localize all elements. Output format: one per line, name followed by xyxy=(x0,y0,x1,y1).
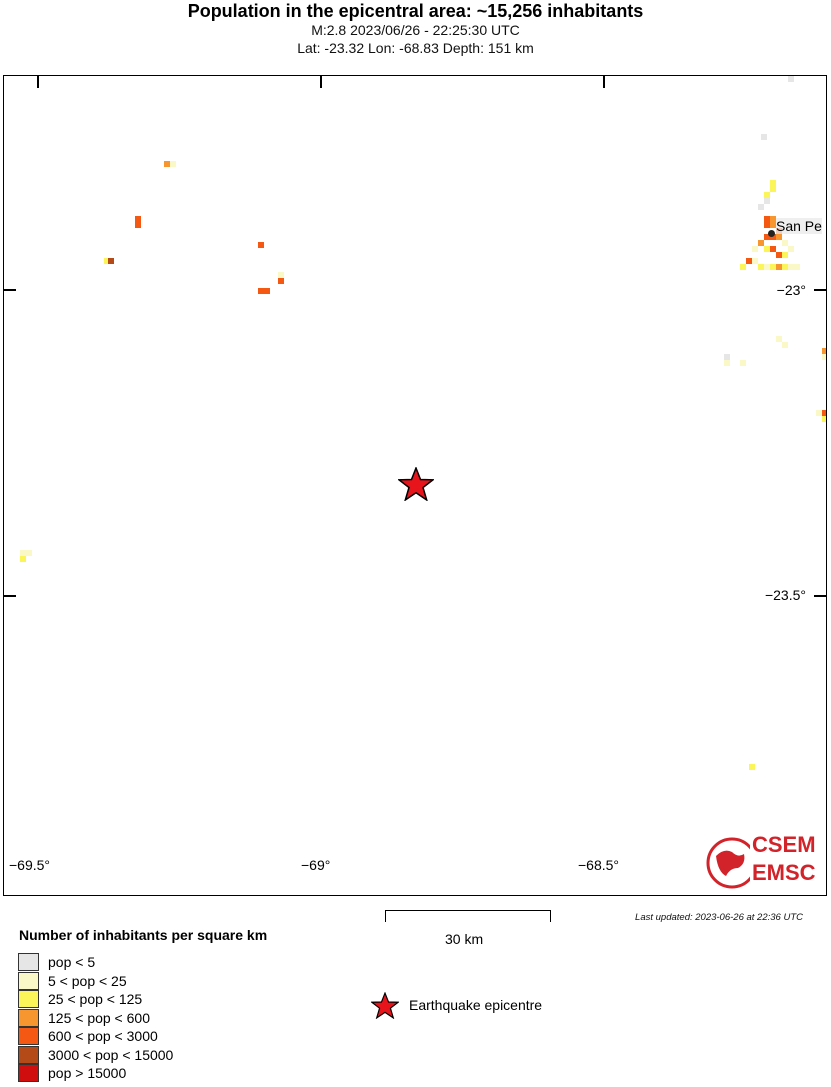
legend-label: pop < 5 xyxy=(48,954,96,970)
population-cell xyxy=(770,264,776,270)
population-cell xyxy=(776,252,782,258)
population-cell xyxy=(740,264,746,270)
population-cell xyxy=(752,258,758,264)
population-cell xyxy=(104,258,110,264)
population-cell xyxy=(26,550,32,556)
legend-label: 25 < pop < 125 xyxy=(48,991,143,1007)
lat-label: −23° xyxy=(776,282,806,298)
lon-label: −69° xyxy=(301,857,331,873)
population-cell xyxy=(770,186,776,192)
population-cell xyxy=(782,240,788,246)
legend-label: pop > 15000 xyxy=(48,1065,127,1081)
population-cell xyxy=(816,410,822,416)
population-cell xyxy=(758,264,764,270)
population-cell xyxy=(770,246,776,252)
population-cell xyxy=(764,234,770,240)
population-cell xyxy=(776,336,782,342)
population-cell xyxy=(770,222,776,228)
population-cell xyxy=(164,161,170,167)
population-cell xyxy=(758,204,764,210)
population-cell xyxy=(278,272,284,278)
population-cell xyxy=(788,264,794,270)
legend-epicentre-label: Earthquake epicentre xyxy=(409,997,543,1013)
population-cell xyxy=(724,354,730,360)
legend-swatch xyxy=(18,1008,39,1027)
legend-title: Number of inhabitants per square km xyxy=(19,927,268,943)
population-cell xyxy=(770,216,776,222)
event-location: Lat: -23.32 Lon: -68.83 Depth: 151 km xyxy=(297,40,534,56)
lon-label: −68.5° xyxy=(578,857,620,873)
tick xyxy=(37,76,39,88)
legend-swatch xyxy=(18,1027,39,1045)
population-cell xyxy=(264,288,270,294)
population-cell xyxy=(752,246,758,252)
legend-swatch xyxy=(18,971,39,990)
population-cell xyxy=(822,348,826,354)
legend-label: 3000 < pop < 15000 xyxy=(48,1046,174,1063)
csem-emsc-logo: CSEM EMSC xyxy=(706,832,824,892)
population-cell xyxy=(770,234,776,240)
lon-label: −69.5° xyxy=(9,857,51,873)
event-info: M:2.8 2023/06/26 - 22:25:30 UTC xyxy=(311,22,520,38)
population-cell xyxy=(776,234,782,240)
legend-label: 600 < pop < 3000 xyxy=(48,1028,158,1044)
population-map[interactable]: −69.5° −69° −68.5° −23° −23.5° San Pe CS… xyxy=(3,75,827,896)
population-cell xyxy=(782,342,788,348)
tick xyxy=(4,289,16,291)
population-cell xyxy=(788,76,794,82)
legend-swatch xyxy=(18,1045,39,1064)
population-cell xyxy=(794,264,800,270)
legend-star-icon xyxy=(371,992,399,1019)
population-cell xyxy=(20,550,26,556)
population-cell xyxy=(822,416,826,422)
tick xyxy=(814,289,826,291)
tick xyxy=(814,595,826,597)
map-title: Population in the epicentral area: ~15,2… xyxy=(187,1,644,21)
population-cell xyxy=(135,222,141,228)
population-cell xyxy=(822,354,826,360)
tick xyxy=(320,76,322,88)
population-cell xyxy=(758,240,764,246)
legend-label: 125 < pop < 600 xyxy=(48,1009,150,1026)
legend-label: 5 < pop < 25 xyxy=(48,972,127,989)
population-cell xyxy=(746,258,752,264)
city-label: San Pe xyxy=(776,218,822,234)
population-cell xyxy=(764,264,770,270)
population-cell xyxy=(749,764,755,770)
population-cell xyxy=(258,242,264,248)
population-cell xyxy=(724,360,730,366)
tick xyxy=(4,595,16,597)
population-cell xyxy=(764,246,770,252)
population-cell xyxy=(108,258,114,264)
population-cell xyxy=(278,278,284,284)
population-cell xyxy=(761,134,767,140)
population-cell xyxy=(740,360,746,366)
population-cell xyxy=(822,410,826,416)
scale-bar xyxy=(385,910,551,922)
population-cell xyxy=(764,222,770,228)
population-cell xyxy=(770,180,776,186)
population-cell xyxy=(788,246,794,252)
legend-swatch xyxy=(18,953,39,971)
population-cell xyxy=(782,264,788,270)
red-star-icon[interactable] xyxy=(398,467,434,501)
population-cell xyxy=(20,556,26,562)
population-cell xyxy=(764,198,770,204)
population-cell xyxy=(135,216,141,222)
lat-label: −23.5° xyxy=(764,587,806,603)
population-cell xyxy=(258,288,264,294)
legend-swatch xyxy=(18,990,39,1008)
population-cell xyxy=(764,192,770,198)
scale-bar-label: 30 km xyxy=(445,931,484,947)
population-cell xyxy=(170,161,176,167)
population-cell xyxy=(776,264,782,270)
last-updated: Last updated: 2023-06-26 at 22:36 UTC xyxy=(635,912,803,923)
population-cell xyxy=(782,252,788,258)
population-cell xyxy=(764,216,770,222)
tick xyxy=(603,76,605,88)
legend-swatch xyxy=(18,1064,39,1082)
city-marker xyxy=(768,230,775,237)
